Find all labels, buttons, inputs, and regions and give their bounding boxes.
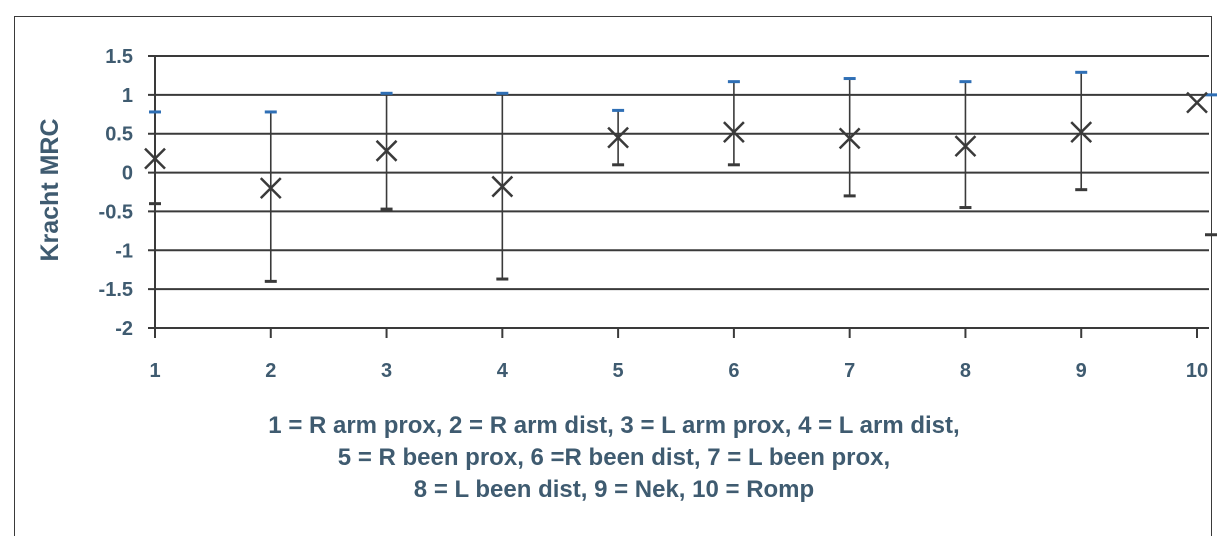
data-point-7 (954, 135, 977, 158)
y-tick-label-6: -1.5 (99, 279, 133, 301)
y-tick-label-1: 1 (122, 85, 133, 107)
x-tick-label-7: 8 (960, 360, 971, 382)
chart-plot: 1.5 1 0.5 0 -0.5 -1 -1.5 -2 1 2 3 4 5 6 7 8 9 10 Kracht … (36, 46, 1217, 382)
data-point-3 (491, 175, 514, 198)
category-legend: 1 = R arm prox, 2 = R arm dist, 3 = L ar… (0, 410, 1228, 506)
x-ticks: 1 2 3 4 5 6 7 8 9 10 (149, 328, 1208, 382)
x-tick-label-9: 10 (1186, 360, 1208, 382)
x-tick-label-2: 3 (381, 360, 392, 382)
y-axis-label: Kracht MRC (36, 118, 64, 261)
data-point-8 (1070, 121, 1093, 144)
y-tick-label-3: 0 (122, 163, 133, 185)
legend-line-2: 5 = R been prox, 6 =R been dist, 7 = L b… (337, 444, 891, 471)
legend-line-1: 1 = R arm prox, 2 = R arm dist, 3 = L ar… (268, 412, 960, 439)
x-tick-label-4: 5 (613, 360, 624, 382)
x-tick-label-3: 4 (497, 360, 509, 382)
y-tick-label-2: 0.5 (105, 124, 133, 146)
x-tick-label-6: 7 (844, 360, 855, 382)
data-point-2 (375, 139, 398, 162)
y-tick-label-7: -2 (115, 318, 133, 340)
x-tick-label-5: 6 (728, 360, 739, 382)
grid (148, 55, 1209, 329)
data-point-0 (144, 147, 166, 170)
data-point-1 (259, 177, 282, 199)
markers (144, 91, 1208, 199)
y-ticks: 1.5 1 0.5 0 -0.5 -1 -1.5 -2 (99, 46, 133, 340)
chart-frame (14, 16, 1212, 536)
legend-line-3: 8 = L been dist, 9 = Nek, 10 = Romp (413, 476, 815, 503)
data-point-6 (838, 127, 861, 150)
y-tick-label-4: -0.5 (99, 201, 133, 223)
data-point-9 (1186, 91, 1208, 114)
x-tick-label-8: 9 (1076, 360, 1087, 382)
x-tick-label-1: 2 (265, 360, 276, 382)
data-point-5 (723, 121, 745, 144)
y-tick-label-5: -1 (115, 240, 133, 262)
y-tick-label-0: 1.5 (105, 46, 133, 68)
x-tick-label-0: 1 (149, 360, 160, 382)
data-point-4 (607, 126, 629, 149)
